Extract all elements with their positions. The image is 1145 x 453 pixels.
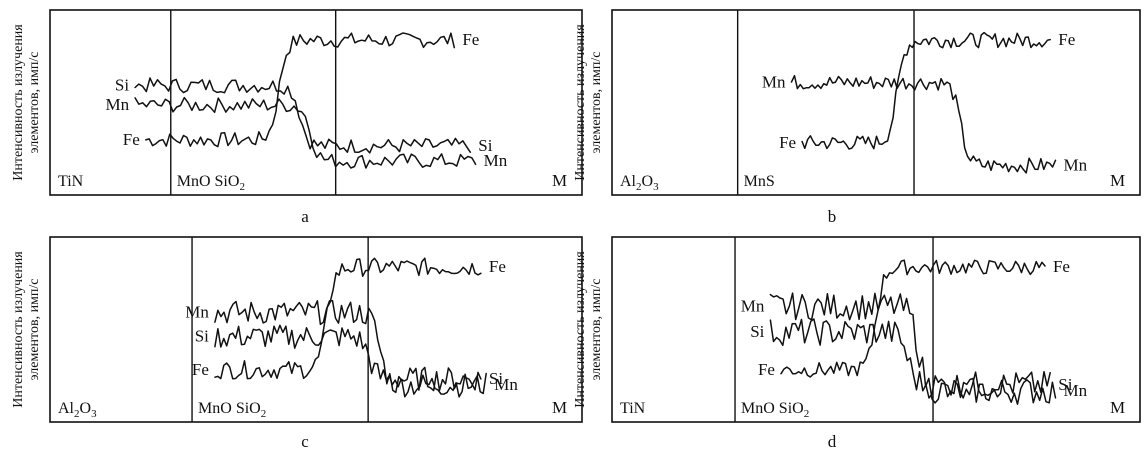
series-start-label-fe: Fe xyxy=(123,130,140,149)
region-label: Al2O3 xyxy=(620,173,659,193)
panel-caption: b xyxy=(828,207,837,226)
panel-caption: d xyxy=(828,432,837,451)
y-axis-label-line-2: элементов, имп/с xyxy=(589,51,604,153)
y-axis-label: Интенсивность излучения элементов, имп/с xyxy=(573,251,604,408)
series-line-fe xyxy=(780,259,1046,378)
y-axis-label-line-1: Интенсивность излучения xyxy=(573,24,588,181)
series-end-label-fe: Fe xyxy=(1053,257,1070,276)
series-line-si xyxy=(769,318,1051,399)
y-axis-label: Интенсивность излучения элементов, имп/с xyxy=(11,251,42,408)
series-start-label-si: Si xyxy=(115,75,129,94)
series-end-label-fe: Fe xyxy=(1058,30,1075,49)
series-start-label-mn: Mn xyxy=(185,302,209,321)
series-end-label-mn: Mn xyxy=(1064,155,1088,174)
region-label: TiN xyxy=(620,400,646,417)
x-axis-end-label: M xyxy=(1110,398,1125,417)
series-end-label-mn: Mn xyxy=(1064,381,1088,400)
series-line-mn xyxy=(790,74,1057,174)
series-line-si xyxy=(134,77,472,154)
y-axis-label: Интенсивность излучения элементов, имп/с xyxy=(573,24,604,181)
panel-caption: a xyxy=(301,207,309,226)
series-line-fe xyxy=(145,32,456,148)
region-label: MnO SiO2 xyxy=(741,400,809,420)
panel-d: Интенсивность излучения элементов, имп/с T… xyxy=(573,236,1141,451)
x-axis-end-label: M xyxy=(552,171,567,190)
series-start-label-fe: Fe xyxy=(192,360,209,379)
region-label: TiN xyxy=(58,173,84,190)
region-label: Al2O3 xyxy=(58,400,97,420)
panel-caption: c xyxy=(301,432,309,451)
series-end-label-mn: Mn xyxy=(484,151,508,170)
series-line-fe xyxy=(801,31,1051,150)
series-line-mn xyxy=(134,96,477,169)
panel-frame xyxy=(611,236,1141,423)
panel-c: Интенсивность излучения элементов, имп/с A… xyxy=(11,236,583,451)
panel-frame xyxy=(49,9,583,196)
series-end-label-fe: Fe xyxy=(489,257,506,276)
y-axis-label-line-2: элементов, имп/с xyxy=(589,278,604,380)
series-end-label-si: Si xyxy=(1058,375,1072,394)
x-axis-end-label: M xyxy=(552,398,567,417)
panel-a: Интенсивность излучения элементов, имп/с T… xyxy=(11,9,583,226)
series-start-label-fe: Fe xyxy=(758,360,775,379)
y-axis-label: Интенсивность излучения элементов, имп/с xyxy=(11,24,42,181)
region-label: MnO SiO2 xyxy=(198,400,266,420)
y-axis-label-line-1: Интенсивность излучения xyxy=(573,251,588,408)
series-end-label-si: Si xyxy=(478,136,492,155)
series-line-si xyxy=(214,324,482,392)
region-label: MnS xyxy=(744,173,775,190)
series-line-mn xyxy=(769,292,1057,405)
panel-frame xyxy=(611,9,1141,196)
series-line-mn xyxy=(214,299,487,398)
series-start-label-mn: Mn xyxy=(762,72,786,91)
y-axis-label-line-1: Интенсивность излучения xyxy=(11,24,26,181)
series-start-label-si: Si xyxy=(195,327,209,346)
series-end-label-mn: Mn xyxy=(494,375,518,394)
x-axis-end-label: M xyxy=(1110,171,1125,190)
series-end-label-si: Si xyxy=(489,369,503,388)
y-axis-label-line-1: Интенсивность излучения xyxy=(11,251,26,408)
series-start-label-mn: Mn xyxy=(105,95,129,114)
y-axis-label-line-2: элементов, имп/с xyxy=(27,51,42,153)
y-axis-label-line-2: элементов, имп/с xyxy=(27,278,42,380)
series-start-label-fe: Fe xyxy=(779,133,796,152)
series-line-fe xyxy=(214,257,482,380)
series-end-label-fe: Fe xyxy=(462,30,479,49)
panel-b: Интенсивность излучения элементов, имп/с A… xyxy=(573,9,1141,226)
series-start-label-mn: Mn xyxy=(741,296,765,315)
series-start-label-si: Si xyxy=(750,322,764,341)
region-label: MnO SiO2 xyxy=(177,173,245,193)
panel-frame xyxy=(49,236,583,423)
